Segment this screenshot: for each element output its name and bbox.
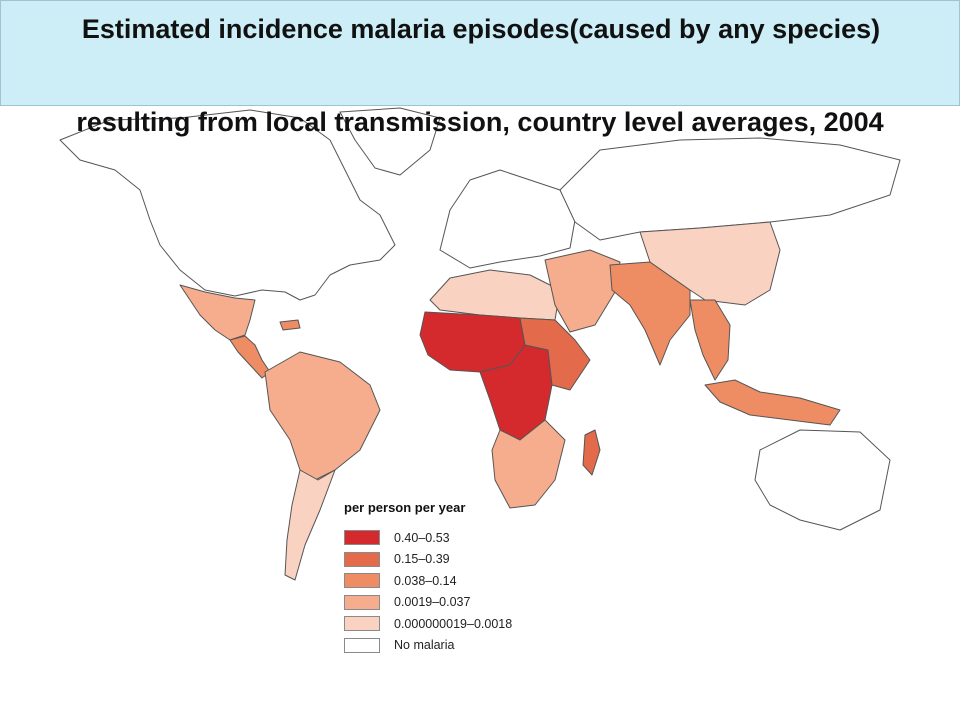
map-subtitle: resulting from local transmission, count… xyxy=(76,107,884,137)
region-russia xyxy=(559,137,901,241)
region-indonesia xyxy=(704,379,841,426)
legend-swatch xyxy=(344,551,380,567)
region-middle-east xyxy=(544,249,621,333)
map-title: Estimated incidence malaria episodes(cau… xyxy=(81,14,881,44)
legend-item: 0.038–0.14 xyxy=(344,570,544,592)
region-southeast-asia xyxy=(689,299,731,381)
legend-label: No malaria xyxy=(394,638,455,653)
legend-title: per person per year xyxy=(344,500,466,515)
region-north-africa xyxy=(429,269,561,321)
legend-label: 0.0019–0.037 xyxy=(394,595,471,610)
legend-item: 0.15–0.39 xyxy=(344,549,544,571)
region-north-america xyxy=(59,109,396,301)
legend-item: No malaria xyxy=(344,635,544,657)
legend-swatch xyxy=(344,594,380,610)
legend-label: 0.15–0.39 xyxy=(394,552,450,567)
region-europe xyxy=(439,169,576,269)
region-south-america-south xyxy=(284,469,336,581)
region-china xyxy=(639,221,781,306)
region-southern-africa xyxy=(491,419,566,509)
region-east-africa xyxy=(519,317,591,391)
region-west-africa xyxy=(419,311,526,373)
legend-swatch xyxy=(344,573,380,589)
region-madagascar xyxy=(582,429,601,476)
region-mexico xyxy=(179,284,256,341)
legend-swatch xyxy=(344,637,380,653)
region-australia xyxy=(754,429,891,531)
legend-item: 0.000000019–0.0018 xyxy=(344,613,544,635)
legend-label: 0.000000019–0.0018 xyxy=(394,616,513,631)
legend-item: 0.0019–0.037 xyxy=(344,592,544,614)
legend-label: 0.038–0.14 xyxy=(394,573,457,588)
legend-swatch xyxy=(344,530,380,546)
region-caribbean xyxy=(279,319,301,331)
region-south-america-north xyxy=(264,351,381,481)
region-central-america xyxy=(229,335,271,379)
legend: per person per year 0.40–0.53 0.15–0.39 … xyxy=(344,500,544,656)
legend-swatch xyxy=(344,616,380,632)
region-greenland xyxy=(339,107,441,176)
legend-label: 0.40–0.53 xyxy=(394,530,450,545)
region-central-africa xyxy=(479,344,553,441)
title-banner: Estimated incidence malaria episodes(cau… xyxy=(0,0,960,106)
legend-item: 0.40–0.53 xyxy=(344,527,544,549)
